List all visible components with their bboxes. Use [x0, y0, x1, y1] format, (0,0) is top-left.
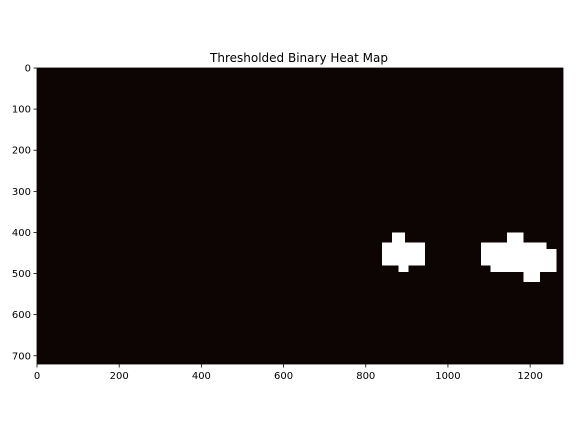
hot-region-5: [546, 248, 557, 272]
y-tick-label-100: 100: [12, 105, 31, 116]
x-tick-label-800: 800: [356, 371, 375, 382]
hot-region-4: [480, 242, 547, 266]
x-tick-label-600: 600: [274, 371, 293, 382]
x-tick-label-400: 400: [192, 371, 211, 382]
x-tick-label-200: 200: [110, 371, 129, 382]
hot-region-2: [398, 265, 409, 272]
y-tick-label-0: 0: [25, 64, 31, 75]
heatmap-background: [37, 68, 563, 364]
hot-region-6: [490, 265, 547, 272]
plot-area: [36, 67, 564, 365]
y-tick-label-600: 600: [12, 310, 31, 321]
hot-region-7: [523, 271, 540, 282]
x-tick-label-1200: 1200: [517, 371, 542, 382]
chart-title: Thresholded Binary Heat Map: [209, 51, 388, 65]
x-axis: 0 200 400 600 800 1000 1200: [34, 364, 543, 382]
y-tick-label-700: 700: [12, 351, 31, 362]
x-tick-label-0: 0: [34, 371, 40, 382]
hot-region-0: [392, 232, 406, 243]
x-tick-label-1000: 1000: [435, 371, 460, 382]
y-axis: 0 100 200 300 400 500 600 700: [12, 64, 37, 362]
y-tick-label-500: 500: [12, 269, 31, 280]
hot-region-3: [507, 232, 524, 243]
plot-frame: [36, 67, 564, 365]
y-tick-label-200: 200: [12, 146, 31, 157]
y-tick-label-300: 300: [12, 187, 31, 198]
y-tick-label-400: 400: [12, 228, 31, 239]
hot-region-1: [382, 242, 425, 266]
